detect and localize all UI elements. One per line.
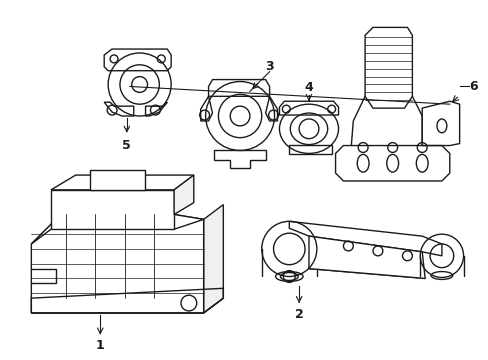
Text: 4: 4 bbox=[304, 81, 313, 94]
Polygon shape bbox=[51, 175, 193, 190]
Polygon shape bbox=[31, 215, 203, 313]
Polygon shape bbox=[308, 236, 424, 278]
Polygon shape bbox=[51, 190, 174, 229]
Text: 3: 3 bbox=[265, 60, 273, 73]
Polygon shape bbox=[289, 221, 441, 256]
Polygon shape bbox=[31, 215, 203, 244]
Polygon shape bbox=[174, 175, 193, 215]
Text: 2: 2 bbox=[294, 309, 303, 321]
Text: 5: 5 bbox=[122, 139, 131, 152]
Polygon shape bbox=[203, 204, 223, 313]
Polygon shape bbox=[90, 170, 144, 190]
Polygon shape bbox=[31, 298, 223, 313]
Text: 6: 6 bbox=[468, 80, 477, 93]
Text: 1: 1 bbox=[96, 339, 104, 352]
